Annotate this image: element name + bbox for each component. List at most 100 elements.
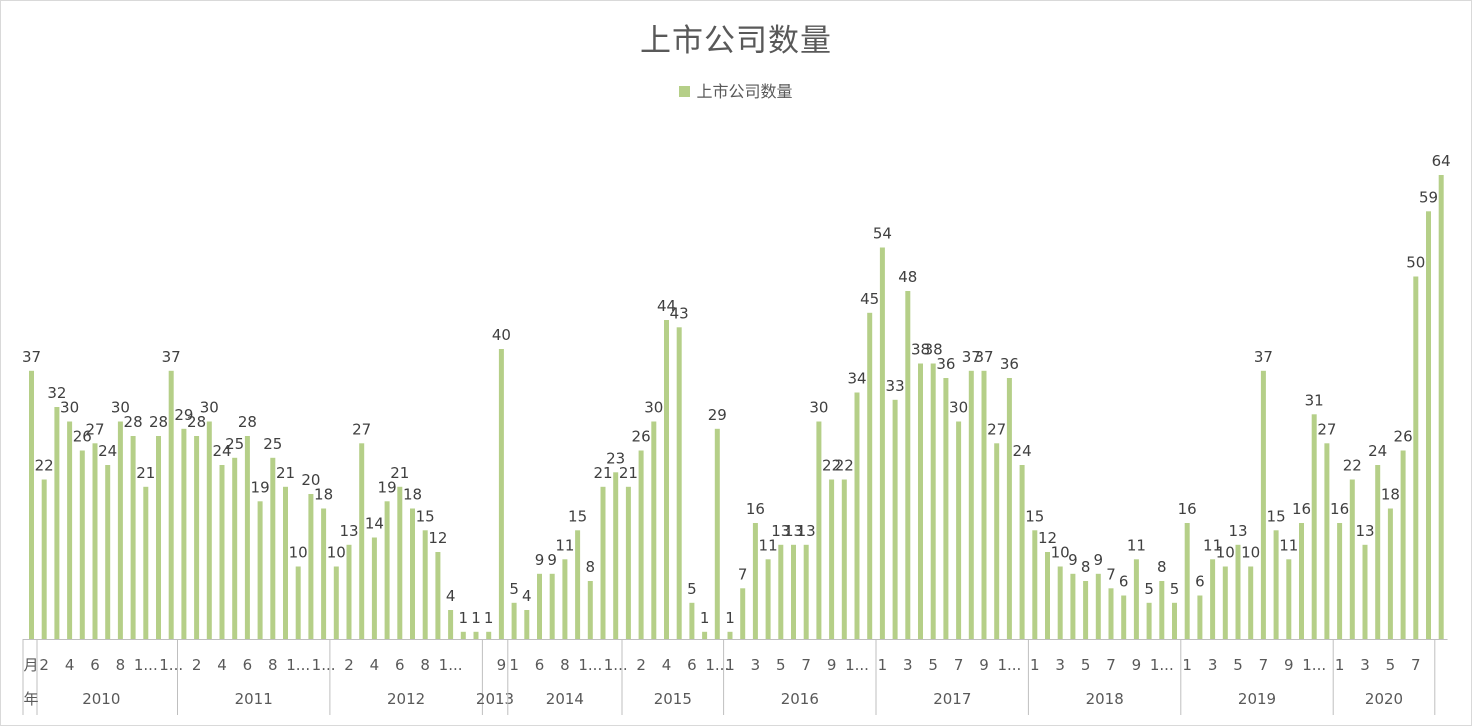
bar xyxy=(702,631,708,640)
bar xyxy=(346,544,352,640)
bar xyxy=(752,523,758,639)
data-label: 48 xyxy=(898,268,917,286)
data-label: 5 xyxy=(509,580,519,598)
bar xyxy=(791,544,796,640)
month-tick-label: 3 xyxy=(751,656,761,674)
bar xyxy=(1222,566,1228,639)
data-label: 21 xyxy=(276,464,295,482)
year-tick-label: 2011 xyxy=(235,690,273,708)
bar xyxy=(194,436,200,639)
data-label: 64 xyxy=(1432,152,1451,170)
data-label: 13 xyxy=(339,522,358,540)
month-tick-label: 4 xyxy=(662,656,672,674)
month-tick-label: 9 xyxy=(1132,656,1142,674)
month-tick-label: 5 xyxy=(776,656,786,674)
bar xyxy=(54,407,60,639)
month-tick-label: 8 xyxy=(116,656,126,674)
data-label: 32 xyxy=(47,384,66,402)
data-label: 21 xyxy=(390,464,409,482)
bar xyxy=(270,457,276,640)
data-label: 26 xyxy=(1394,428,1413,446)
bar xyxy=(1286,559,1292,640)
bar xyxy=(1438,175,1444,639)
bar xyxy=(1006,378,1012,639)
data-label: 4 xyxy=(522,587,532,605)
month-tick-label: 5 xyxy=(1233,656,1243,674)
month-tick-label: 6 xyxy=(687,656,697,674)
data-label: 16 xyxy=(1178,500,1197,518)
month-tick-label: 1... xyxy=(134,656,158,674)
data-label: 30 xyxy=(949,399,968,417)
data-label: 15 xyxy=(416,507,435,525)
bar xyxy=(1045,552,1050,639)
month-tick-label: 4 xyxy=(65,656,75,674)
data-label: 59 xyxy=(1419,188,1438,206)
data-label: 22 xyxy=(822,457,841,475)
month-tick-label: 1... xyxy=(159,656,183,674)
bar xyxy=(714,428,720,640)
bar xyxy=(537,573,542,640)
bar xyxy=(638,450,644,639)
data-label: 8 xyxy=(1081,558,1091,576)
data-label: 50 xyxy=(1406,254,1425,272)
legend-label: 上市公司数量 xyxy=(696,82,793,101)
data-label: 24 xyxy=(1013,442,1032,460)
data-label: 21 xyxy=(619,464,638,482)
bar xyxy=(549,573,555,640)
data-label: 30 xyxy=(644,399,663,417)
month-tick-label: 9 xyxy=(827,656,837,674)
month-tick-label: 5 xyxy=(928,656,938,674)
bar xyxy=(930,363,936,639)
data-label: 33 xyxy=(886,377,905,395)
month-tick-label: 4 xyxy=(217,656,227,674)
bar xyxy=(1413,276,1419,639)
bar xyxy=(1083,581,1089,639)
data-label: 27 xyxy=(987,420,1006,438)
bar xyxy=(79,450,85,639)
data-label: 4 xyxy=(446,587,456,605)
data-label: 11 xyxy=(1203,536,1222,554)
data-label: 15 xyxy=(1025,507,1044,525)
bar xyxy=(244,436,250,639)
bar xyxy=(448,610,454,639)
month-tick-label: 7 xyxy=(954,656,964,674)
data-label: 29 xyxy=(708,406,727,424)
data-label: 19 xyxy=(251,478,270,496)
data-label: 13 xyxy=(784,522,803,540)
month-tick-label: 9 xyxy=(497,656,507,674)
data-label: 18 xyxy=(403,486,422,504)
data-label: 1 xyxy=(700,609,710,627)
bar xyxy=(232,457,238,640)
bar xyxy=(829,479,835,639)
bar xyxy=(1337,523,1343,639)
year-tick-label: 2014 xyxy=(546,690,584,708)
data-label: 13 xyxy=(1355,522,1374,540)
data-label: 25 xyxy=(225,435,244,453)
bar xyxy=(1019,465,1025,639)
month-tick-label: 1... xyxy=(286,656,310,674)
data-label: 37 xyxy=(1254,348,1273,366)
data-label: 30 xyxy=(809,399,828,417)
data-label: 1 xyxy=(484,609,494,627)
bar xyxy=(168,370,174,640)
data-label: 28 xyxy=(149,413,168,431)
data-label: 34 xyxy=(847,370,866,388)
bar xyxy=(854,392,860,639)
bar xyxy=(422,530,428,640)
bar xyxy=(460,631,466,640)
bar xyxy=(1400,450,1406,639)
bar xyxy=(905,291,911,639)
data-label: 9 xyxy=(547,551,557,569)
bar xyxy=(435,552,441,639)
data-label: 13 xyxy=(1228,522,1247,540)
bar xyxy=(740,588,746,640)
data-label: 27 xyxy=(85,420,104,438)
bar xyxy=(397,486,403,640)
bar xyxy=(359,443,365,640)
bar xyxy=(410,508,415,639)
month-tick-label: 1 xyxy=(1182,656,1192,674)
bar xyxy=(92,443,98,640)
data-label: 27 xyxy=(352,420,371,438)
month-tick-label: 2 xyxy=(636,656,646,674)
data-label: 10 xyxy=(1216,544,1235,562)
